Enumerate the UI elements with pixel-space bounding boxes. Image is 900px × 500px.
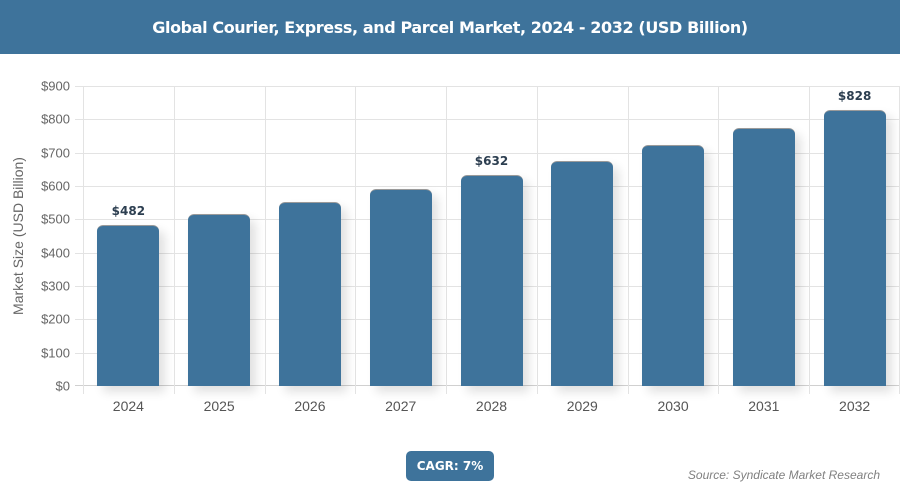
bar-2031[interactable] [732, 128, 795, 386]
chart-title: Global Courier, Express, and Parcel Mark… [152, 17, 748, 37]
cagr-badge: CAGR: 7% [406, 451, 494, 481]
x-tick-label: 2031 [748, 398, 780, 414]
y-tick-label: $300 [41, 278, 70, 294]
y-tick-label: $400 [41, 245, 70, 261]
bar-2027[interactable] [369, 189, 432, 386]
data-label-2028: $632 [474, 154, 509, 169]
y-tick-label: $600 [41, 178, 70, 194]
y-tick-label: $100 [41, 345, 70, 361]
y-gridline [75, 152, 900, 154]
x-tick-label: 2030 [657, 398, 689, 414]
x-gridline [173, 86, 175, 394]
bar-2032[interactable] [823, 110, 886, 386]
x-tick-label: 2026 [294, 398, 326, 414]
source-note: Source: Syndicate Market Research [687, 468, 880, 482]
data-label-2032: $828 [837, 89, 872, 103]
x-tick-label: 2028 [475, 398, 508, 414]
y-gridline [75, 86, 900, 87]
y-gridline [75, 119, 900, 121]
bar-2029[interactable] [551, 160, 614, 386]
bar-2026[interactable] [278, 202, 341, 386]
x-gridline [355, 86, 357, 394]
x-gridline [446, 86, 448, 394]
bar-2024[interactable] [97, 225, 160, 386]
chart-title-banner: Global Courier, Express, and Parcel Mark… [0, 0, 900, 54]
x-tick-label: 2029 [566, 398, 598, 414]
x-gridline [536, 86, 538, 394]
x-tick-label: 2025 [203, 398, 235, 414]
y-tick-label: $900 [41, 78, 70, 94]
x-gridline [627, 86, 629, 394]
y-tick-label: $200 [41, 311, 70, 327]
x-gridline [809, 86, 811, 394]
x-gridline [83, 86, 84, 394]
bar-2030[interactable] [642, 145, 705, 386]
data-label-2024: $482 [111, 204, 146, 219]
x-gridline [718, 86, 720, 394]
x-gridline [264, 86, 266, 394]
bar-2025[interactable] [188, 214, 251, 386]
bar-2028[interactable] [460, 175, 523, 386]
y-tick-label: $0 [55, 378, 70, 394]
x-tick-label: 2027 [385, 398, 417, 414]
y-tick-label: $500 [41, 211, 70, 227]
y-tick-label: $700 [41, 145, 70, 161]
x-tick-label: 2032 [839, 398, 871, 414]
plot-area: $482 $632 $828 [75, 86, 900, 394]
cagr-label: CAGR: 7% [416, 459, 484, 473]
x-tick-label: 2024 [112, 398, 144, 414]
y-tick-label: $800 [41, 111, 70, 127]
